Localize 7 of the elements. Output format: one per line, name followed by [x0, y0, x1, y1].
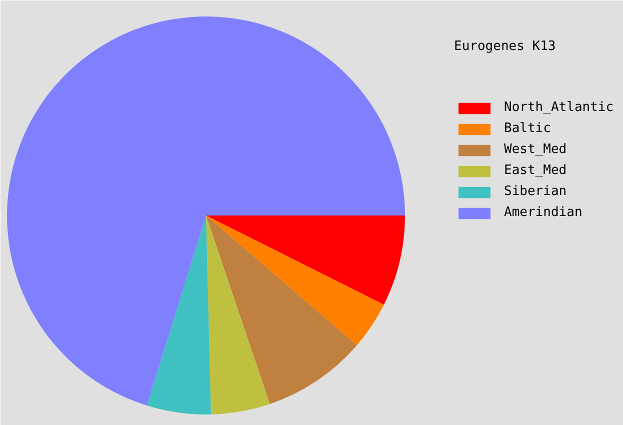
legend-label: North_Atlantic [504, 100, 614, 115]
legend-title: Eurogenes K13 [454, 39, 557, 54]
legend-label: Baltic [504, 121, 551, 136]
legend-label: West_Med [504, 142, 567, 157]
legend-label: Amerindian [504, 205, 582, 220]
legend-label: Siberian [504, 184, 567, 199]
legend-label: East_Med [504, 163, 567, 178]
